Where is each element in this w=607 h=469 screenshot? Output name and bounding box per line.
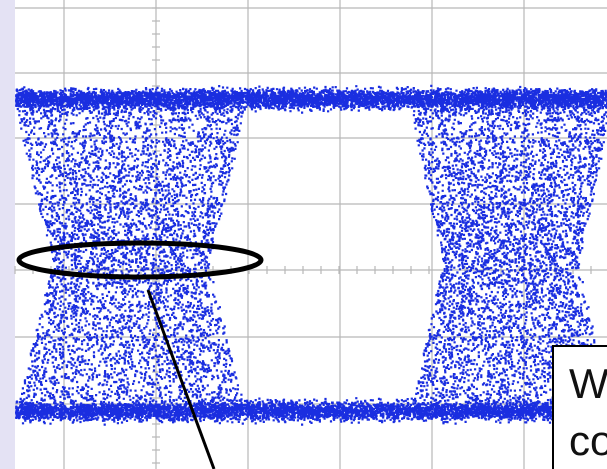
annotation-text: W (569, 360, 607, 407)
page: W co (() => { const data = JSON.parse(do… (0, 0, 607, 469)
eye-diagram-screenshot: W co (0, 0, 607, 469)
side-strip (0, 0, 15, 469)
annotation-text: co (569, 417, 607, 464)
